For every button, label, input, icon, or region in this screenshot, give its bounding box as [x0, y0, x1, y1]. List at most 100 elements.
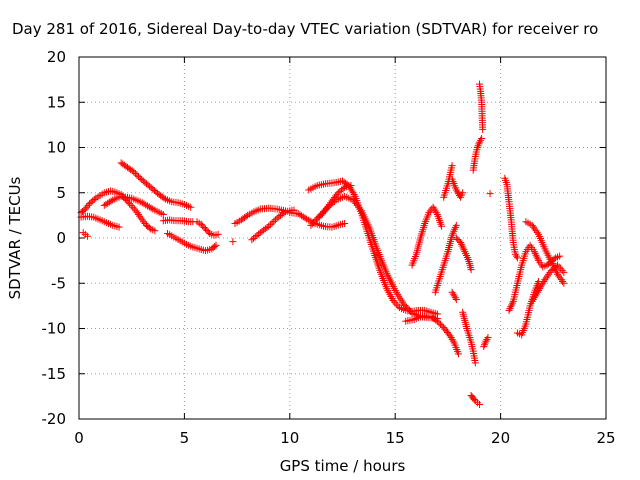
data-point — [81, 205, 89, 213]
data-point — [467, 266, 475, 274]
x-tick-labels: 0 5 10 15 20 25 — [74, 429, 615, 447]
x-tick-label: 20 — [491, 429, 510, 447]
data-point — [115, 223, 123, 231]
data-point — [452, 296, 460, 304]
data-point — [438, 222, 446, 230]
data-point — [435, 319, 443, 327]
data-point — [448, 335, 456, 343]
data-point — [546, 268, 554, 276]
data-point — [407, 308, 415, 316]
data-point — [458, 242, 466, 250]
data-point — [160, 194, 168, 202]
data-point — [429, 203, 437, 211]
data-point — [529, 296, 537, 304]
y-tick-label: 20 — [47, 48, 66, 66]
data-point — [322, 206, 330, 214]
data-point — [212, 241, 220, 249]
data-point — [449, 337, 457, 345]
data-point — [531, 292, 539, 300]
data-point — [532, 251, 540, 259]
data-point — [454, 350, 462, 358]
data-point — [84, 201, 92, 209]
data-point — [542, 274, 550, 282]
data-point — [133, 171, 141, 179]
data-point — [265, 222, 273, 230]
data-point — [349, 196, 357, 204]
data-point — [476, 401, 484, 409]
data-point — [433, 317, 441, 325]
data-point — [535, 286, 543, 294]
data-point — [473, 144, 481, 151]
data-point — [137, 214, 145, 222]
data-point — [448, 288, 456, 296]
data-point — [394, 302, 402, 310]
data-point — [352, 200, 360, 208]
data-point — [512, 252, 520, 260]
data-point — [135, 173, 143, 181]
data-point — [459, 244, 467, 252]
data-point — [450, 292, 458, 300]
data-points — [77, 80, 568, 409]
data-point — [214, 230, 222, 238]
data-point — [324, 202, 332, 210]
data-point — [557, 265, 565, 273]
y-tick-label: -20 — [42, 410, 67, 428]
data-point — [507, 303, 515, 311]
data-point — [540, 277, 548, 285]
data-point — [339, 185, 347, 193]
data-point — [479, 125, 487, 133]
data-point — [534, 255, 542, 263]
grid — [79, 57, 606, 419]
data-point — [129, 203, 137, 211]
data-point — [391, 298, 399, 306]
data-point — [460, 246, 468, 254]
data-point — [350, 198, 358, 206]
data-point — [263, 224, 271, 232]
data-point — [486, 190, 494, 198]
data-point — [83, 232, 91, 240]
data-point — [476, 138, 484, 146]
data-point — [538, 281, 546, 289]
data-point — [333, 190, 341, 198]
data-point — [253, 231, 261, 239]
data-point — [347, 182, 355, 190]
y-tick-label: -15 — [42, 365, 67, 383]
data-point — [348, 187, 356, 195]
data-point — [508, 301, 516, 309]
data-point — [131, 170, 139, 178]
data-point — [478, 134, 486, 142]
data-point — [451, 294, 459, 302]
data-point — [541, 276, 549, 284]
data-point — [528, 297, 536, 305]
data-point — [142, 201, 150, 209]
data-point — [539, 279, 547, 287]
data-point — [532, 290, 540, 298]
data-point — [138, 199, 146, 207]
data-point — [556, 252, 564, 260]
data-point — [482, 337, 490, 345]
data-point — [341, 220, 349, 228]
data-point — [529, 223, 537, 231]
data-point — [90, 196, 98, 204]
data-point — [437, 320, 445, 328]
data-point — [140, 218, 148, 226]
y-tick-label: -10 — [42, 320, 67, 338]
data-point — [505, 306, 513, 314]
data-point — [432, 209, 440, 217]
data-point — [560, 268, 568, 276]
data-point — [554, 270, 562, 278]
data-point — [425, 209, 433, 217]
data-point — [459, 189, 467, 197]
data-point — [447, 334, 455, 342]
data-point — [457, 239, 465, 247]
data-point — [325, 201, 333, 209]
data-point — [448, 162, 456, 170]
data-point — [389, 296, 397, 304]
data-point — [558, 267, 566, 275]
data-point — [229, 238, 237, 246]
data-point — [355, 203, 363, 211]
y-tick-labels: -20 -15 -10 -5 0 5 10 15 20 — [42, 48, 67, 428]
y-tick-label: 0 — [56, 229, 66, 247]
